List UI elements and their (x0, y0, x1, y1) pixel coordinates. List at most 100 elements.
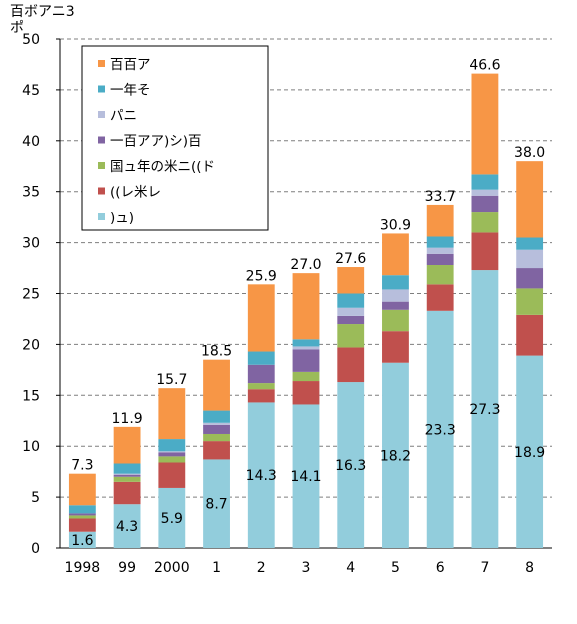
bar-segment (247, 383, 275, 390)
x-tick-label: 99 (118, 560, 136, 576)
bar-segment (337, 382, 365, 548)
bar-group: 18.2 30.9 (380, 217, 411, 548)
bar-segment (337, 324, 365, 348)
legend-swatch (98, 60, 105, 67)
bar-group: 4.3 11.9 (112, 411, 143, 548)
segment-value-label: 1.6 (71, 533, 93, 549)
bar-segment (113, 476, 141, 482)
segment-value-label: 5.9 (161, 511, 183, 527)
y-tick-label: 0 (31, 541, 40, 557)
x-tick-label: 8 (525, 560, 534, 576)
bar-segment (247, 402, 275, 548)
segment-value-label: 18.2 (380, 448, 411, 464)
bar-segment (113, 474, 141, 477)
bar-segment (158, 487, 186, 548)
y-tick-label: 30 (22, 236, 40, 252)
segment-value-label: 23.3 (425, 422, 456, 438)
total-label: 15.7 (156, 372, 187, 388)
bar-segment (158, 462, 186, 488)
bar-segment (382, 362, 409, 548)
bar-segment (113, 481, 141, 505)
legend-label: ((レ米レ (110, 185, 161, 201)
bar-segment (516, 237, 544, 250)
y-tick-label: 35 (22, 185, 40, 201)
legend-item: 国ュ年の米ニ((ド (98, 159, 215, 175)
bar-group: 1.6 7.3 (68, 458, 96, 549)
bar-segment (337, 307, 365, 316)
bars: 1.6 7.3 4.3 11.9 5.9 15.7 8.7 18.5 14.3 25.9 14.1 2… (68, 58, 545, 549)
segment-value-label: 18.9 (514, 445, 545, 461)
bar-segment (158, 439, 186, 452)
y-axis-title-line-1: 百ボアニ3 (10, 4, 75, 20)
total-label: 46.6 (469, 58, 500, 74)
y-tick-label: 45 (22, 83, 40, 99)
bar-segment (382, 289, 409, 302)
bar-segment (158, 388, 186, 440)
total-label: 25.9 (246, 268, 277, 284)
bar-segment (203, 359, 230, 411)
y-tick-label: 5 (31, 490, 40, 506)
bar-segment (292, 349, 320, 372)
bar-segment (426, 236, 454, 248)
x-tick-label: 5 (391, 560, 400, 576)
bar-segment (203, 410, 230, 423)
total-label: 30.9 (380, 217, 411, 233)
bar-segment (68, 531, 96, 548)
bar-segment (247, 389, 275, 403)
bar-group: 23.3 33.7 (425, 189, 456, 548)
bar-group: 16.3 27.6 (335, 251, 366, 548)
bar-segment (426, 253, 454, 265)
legend-label: パニ (110, 108, 137, 124)
legend-swatch (98, 162, 105, 169)
legend-swatch (98, 136, 105, 144)
y-axis-title: 百ボアニ3 ポ (10, 4, 75, 36)
segment-value-label: 16.3 (335, 458, 366, 474)
bar-segment (426, 247, 454, 254)
legend-label: 百百ア (110, 57, 151, 73)
bar-segment (516, 355, 544, 548)
y-tick-label: 40 (22, 134, 40, 150)
x-tick-label: 7 (480, 560, 489, 576)
bar-segment (471, 174, 499, 190)
bar-segment (516, 161, 544, 238)
bar-group: 14.1 27.0 (290, 257, 322, 548)
bar-group: 8.7 18.5 (201, 344, 232, 548)
bar-segment (292, 371, 320, 382)
bar-segment (337, 347, 365, 383)
x-tick-label: 6 (436, 560, 445, 576)
x-tick-label: 3 (302, 560, 311, 576)
bar-segment (426, 204, 454, 237)
bar-segment (292, 273, 320, 340)
bar-segment (292, 346, 320, 350)
bar-group: 14.3 25.9 (246, 268, 277, 548)
segment-value-label: 4.3 (116, 519, 138, 535)
bar-segment (516, 268, 544, 289)
bar-segment (426, 264, 454, 285)
total-label: 33.7 (425, 189, 456, 205)
bar-group: 27.3 46.6 (469, 58, 501, 548)
legend-box (81, 45, 269, 231)
bar-segment (471, 73, 499, 175)
total-label: 18.5 (201, 344, 232, 360)
bar-segment (247, 351, 275, 365)
bar-segment (471, 195, 499, 213)
bar-segment (203, 433, 230, 442)
bar-segment (113, 463, 141, 474)
bar-segment (68, 515, 96, 519)
bar-segment (113, 426, 141, 464)
bar-segment (203, 422, 230, 425)
bar-segment (471, 232, 499, 271)
legend-swatch (98, 187, 105, 195)
bar-segment (337, 293, 365, 308)
legend-label: 一年そ (110, 83, 151, 99)
legend-item: 一年そ (98, 83, 151, 99)
y-tick-label: 15 (22, 388, 40, 404)
x-tick-label: 1998 (65, 560, 101, 576)
bar-segment (158, 452, 186, 457)
x-tick-label: 4 (346, 560, 355, 576)
bar-segment (382, 275, 409, 290)
bar-segment (426, 284, 454, 311)
y-tick-label: 25 (22, 287, 40, 303)
x-tick-label: 2000 (154, 560, 190, 576)
